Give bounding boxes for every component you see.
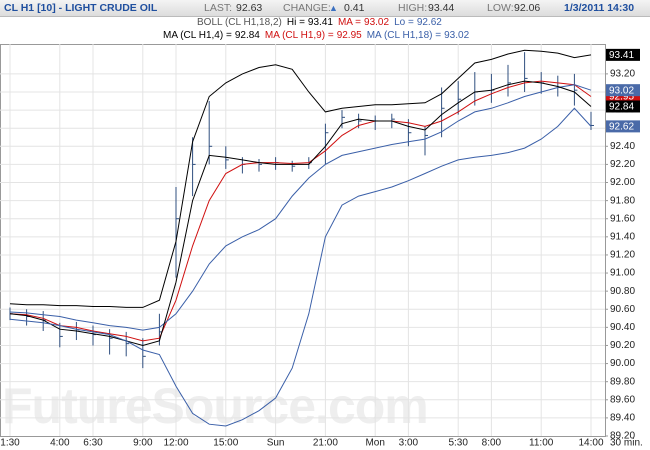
legend-label: Hi =: [286, 17, 305, 28]
legend-label: MA (CL H1,18) =: [366, 30, 442, 41]
legend-value: 92.95: [336, 30, 362, 41]
field-value: 92.06: [514, 2, 541, 14]
indicator-line: [9, 80, 592, 347]
x-tick-label: 1:30: [0, 438, 20, 449]
legend-item: Lo = 92.62: [394, 17, 442, 28]
legend-item: Hi = 93.41: [287, 17, 333, 28]
y-tick-label: 89.40: [610, 413, 635, 424]
x-tick-label: 11:00: [529, 438, 554, 449]
y-tick-label: 90.80: [610, 286, 635, 297]
y-tick-label: 92.40: [610, 141, 635, 152]
y-tick-label: 89.20: [610, 431, 635, 442]
y-tick-label: 91.00: [610, 268, 635, 279]
last-value-label: 92.95: [609, 92, 634, 103]
last-value-box: [606, 84, 640, 97]
x-tick-label: Mon: [365, 438, 384, 449]
x-tick-label: 8:00: [482, 438, 502, 449]
indicator-line: [9, 49, 592, 308]
legend-value: 92.62: [416, 17, 442, 28]
legend-row: MA (CL H1,4) = 92.84 MA (CL H1,9) = 92.95 MA…: [163, 30, 469, 41]
indicator-line: [9, 84, 592, 331]
field-value: 93.44: [428, 2, 455, 14]
last-value-box: [606, 48, 640, 61]
watermark: FutureSource.com: [2, 378, 428, 434]
y-tick-label: 91.80: [610, 195, 635, 206]
field-label: LAST:: [204, 2, 233, 14]
legend-label: MA (CL H1,9) =: [264, 30, 334, 41]
x-tick-label: 5:30: [448, 438, 468, 449]
last-value-box: [606, 120, 640, 133]
y-tick-label: 91.40: [610, 231, 635, 242]
y-tick-label: 89.60: [610, 394, 635, 405]
x-tick-label: 15:00: [213, 438, 238, 449]
legend-value: 92.84: [234, 30, 260, 41]
y-tick-label: 90.20: [610, 340, 635, 351]
legend-title: BOLL (CL H1,18,2): [197, 17, 282, 28]
x-tick-label: 9:00: [133, 438, 153, 449]
x-tick-label: 12:00: [163, 438, 188, 449]
last-value-label: 92.62: [609, 122, 634, 133]
timestamp: 1/3/2011 14:30: [564, 2, 635, 14]
legend-value: 93.41: [307, 17, 333, 28]
legend-row: BOLL (CL H1,18,2) Hi = 93.41 MA = 93.02 Lo = 9…: [197, 17, 442, 28]
y-tick-label: 89.80: [610, 376, 635, 387]
y-tick-label: 90.00: [610, 358, 635, 369]
last-value-box: [606, 100, 640, 113]
field-label: CHANGE:: [283, 2, 331, 14]
legend-label: Lo =: [394, 17, 414, 28]
x-tick-label: 3:00: [399, 438, 419, 449]
legend-value: 93.02: [444, 30, 470, 41]
field-value: 92.63: [236, 2, 263, 14]
legend-label: MA =: [337, 17, 362, 28]
x-tick-label: 4:00: [50, 438, 70, 449]
legend-item: MA (CL H1,18) = 93.02: [367, 30, 469, 41]
indicator-line: [9, 107, 592, 427]
y-tick-label: 90.60: [610, 304, 635, 315]
symbol: CL H1 [10] - LIGHT CRUDE OIL: [4, 2, 158, 14]
x-tick-label: 21:00: [313, 438, 338, 449]
legend-item: MA (CL H1,4) = 92.84: [163, 30, 260, 41]
last-value-label: 93.41: [609, 50, 634, 61]
last-value-label: 92.84: [609, 102, 634, 113]
x-tick-label: 6:30: [83, 438, 103, 449]
change-arrow: ▲: [329, 3, 338, 13]
legend-label: MA (CL H1,4) =: [163, 30, 232, 41]
field-value: 0.41: [344, 2, 365, 14]
y-tick-label: 91.20: [610, 250, 635, 261]
y-tick-label: 92.00: [610, 177, 635, 188]
legend-item: MA (CL H1,9) = 92.95: [265, 30, 362, 41]
x-tick-label: 14:00: [578, 438, 603, 449]
x-tick-label: Sun: [267, 438, 285, 449]
y-tick-label: 91.60: [610, 213, 635, 224]
y-tick-label: 92.20: [610, 159, 635, 170]
y-tick-label: 90.40: [610, 322, 635, 333]
field-label: HIGH:: [398, 2, 428, 14]
legend-item: MA = 93.02: [338, 17, 389, 28]
y-tick-label: 93.20: [610, 69, 635, 80]
header-bar: CL H1 [10] - LIGHT CRUDE OIL LAST: 92.63…: [0, 0, 650, 17]
field-label: LOW:: [487, 2, 514, 14]
last-value-label: 93.02: [609, 85, 634, 96]
legend-value: 93.02: [364, 17, 390, 28]
indicator-line: [9, 80, 592, 342]
x-unit: 30 min.: [610, 438, 643, 449]
